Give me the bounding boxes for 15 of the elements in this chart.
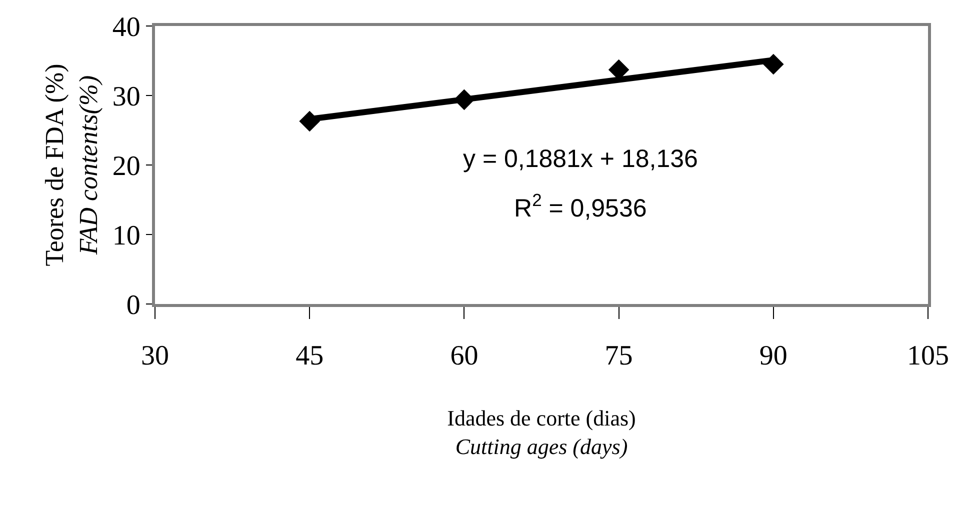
x-axis-title: Idades de corte (dias) Cutting ages (days): [447, 406, 636, 460]
y-tick-label: 10: [112, 220, 140, 252]
x-tick-label: 90: [759, 340, 788, 372]
y-tick-label: 0: [126, 290, 140, 321]
x-tick-label: 75: [604, 340, 633, 372]
y-tick-label: 20: [112, 150, 140, 182]
annotation: R$^{2}$ = 0,9536: [514, 190, 647, 222]
y-tick-label: 30: [112, 81, 140, 112]
y-axis-title: Teores de FDA (%) FAD contents(%): [40, 64, 103, 266]
annotation: y = 0,1881x + 18,136: [463, 145, 698, 173]
x-tick-label: 30: [141, 340, 169, 372]
x-tick-label: 60: [450, 340, 478, 372]
x-tick-label: 45: [296, 340, 324, 372]
y-tick-label: 40: [112, 12, 140, 43]
x-tick-label: 105: [907, 340, 949, 372]
